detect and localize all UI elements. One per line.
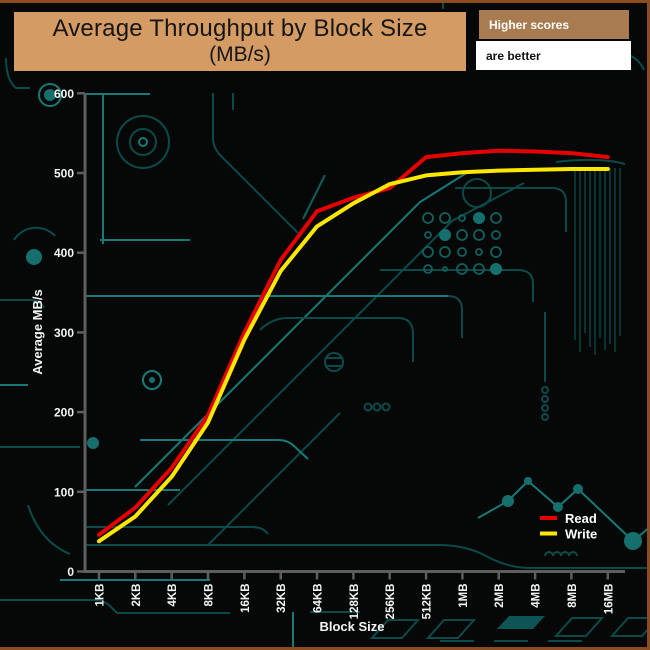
series-line-write xyxy=(97,167,610,544)
x-tick-label: 1KB xyxy=(95,584,107,607)
x-tick-label: 4MB xyxy=(531,584,543,608)
x-axis-title: Block Size xyxy=(319,619,384,634)
higher-scores-label: Higher scores xyxy=(489,17,570,32)
y-tick-label: 200 xyxy=(54,406,74,420)
x-tick-label: 64KB xyxy=(313,584,325,613)
legend-label-write: Write xyxy=(565,527,597,542)
frame-border-right xyxy=(647,0,650,650)
x-tick-label: 512KB xyxy=(422,584,434,620)
x-tick-label: 256KB xyxy=(385,584,397,620)
y-axis-title: Average MB/s xyxy=(30,289,45,375)
x-tick-label: 32KB xyxy=(276,584,288,613)
x-tick-label: 8KB xyxy=(204,584,216,607)
x-tick-label: 2MB xyxy=(494,584,506,608)
higher-scores-badge: Higher scores xyxy=(479,10,629,39)
series-line-read xyxy=(97,148,610,537)
plot-area: 0 100 200 300 400 500 600 1KB 2KB 4KB 8KB 16KB 32KB 6… xyxy=(30,87,625,634)
x-tick-label: 4KB xyxy=(167,584,179,607)
chart-title-units: (MB/s) xyxy=(209,43,271,67)
frame-border-bottom xyxy=(0,647,650,650)
legend-label-read: Read xyxy=(565,511,597,526)
y-tick-label: 400 xyxy=(54,246,74,260)
y-tick-label: 300 xyxy=(54,326,74,340)
frame-border-top xyxy=(0,0,650,3)
are-better-badge: are better xyxy=(476,41,631,70)
x-tick-label: 8MB xyxy=(567,584,579,608)
chart-title-box: Average Throughput by Block Size (MB/s) xyxy=(14,12,466,71)
are-better-label: are better xyxy=(486,48,541,63)
y-tick-label: 600 xyxy=(54,87,74,101)
chart-title: Average Throughput by Block Size xyxy=(52,15,428,43)
y-tick-label: 500 xyxy=(54,167,74,181)
x-tick-label: 16KB xyxy=(240,584,252,613)
x-tick-label: 1MB xyxy=(458,584,470,608)
y-tick-label: 0 xyxy=(67,565,74,579)
x-tick-label: 128KB xyxy=(349,584,361,620)
y-tick-label: 100 xyxy=(54,485,74,499)
x-tick-label: 16MB xyxy=(603,584,615,615)
x-tick-label: 2KB xyxy=(131,584,143,607)
